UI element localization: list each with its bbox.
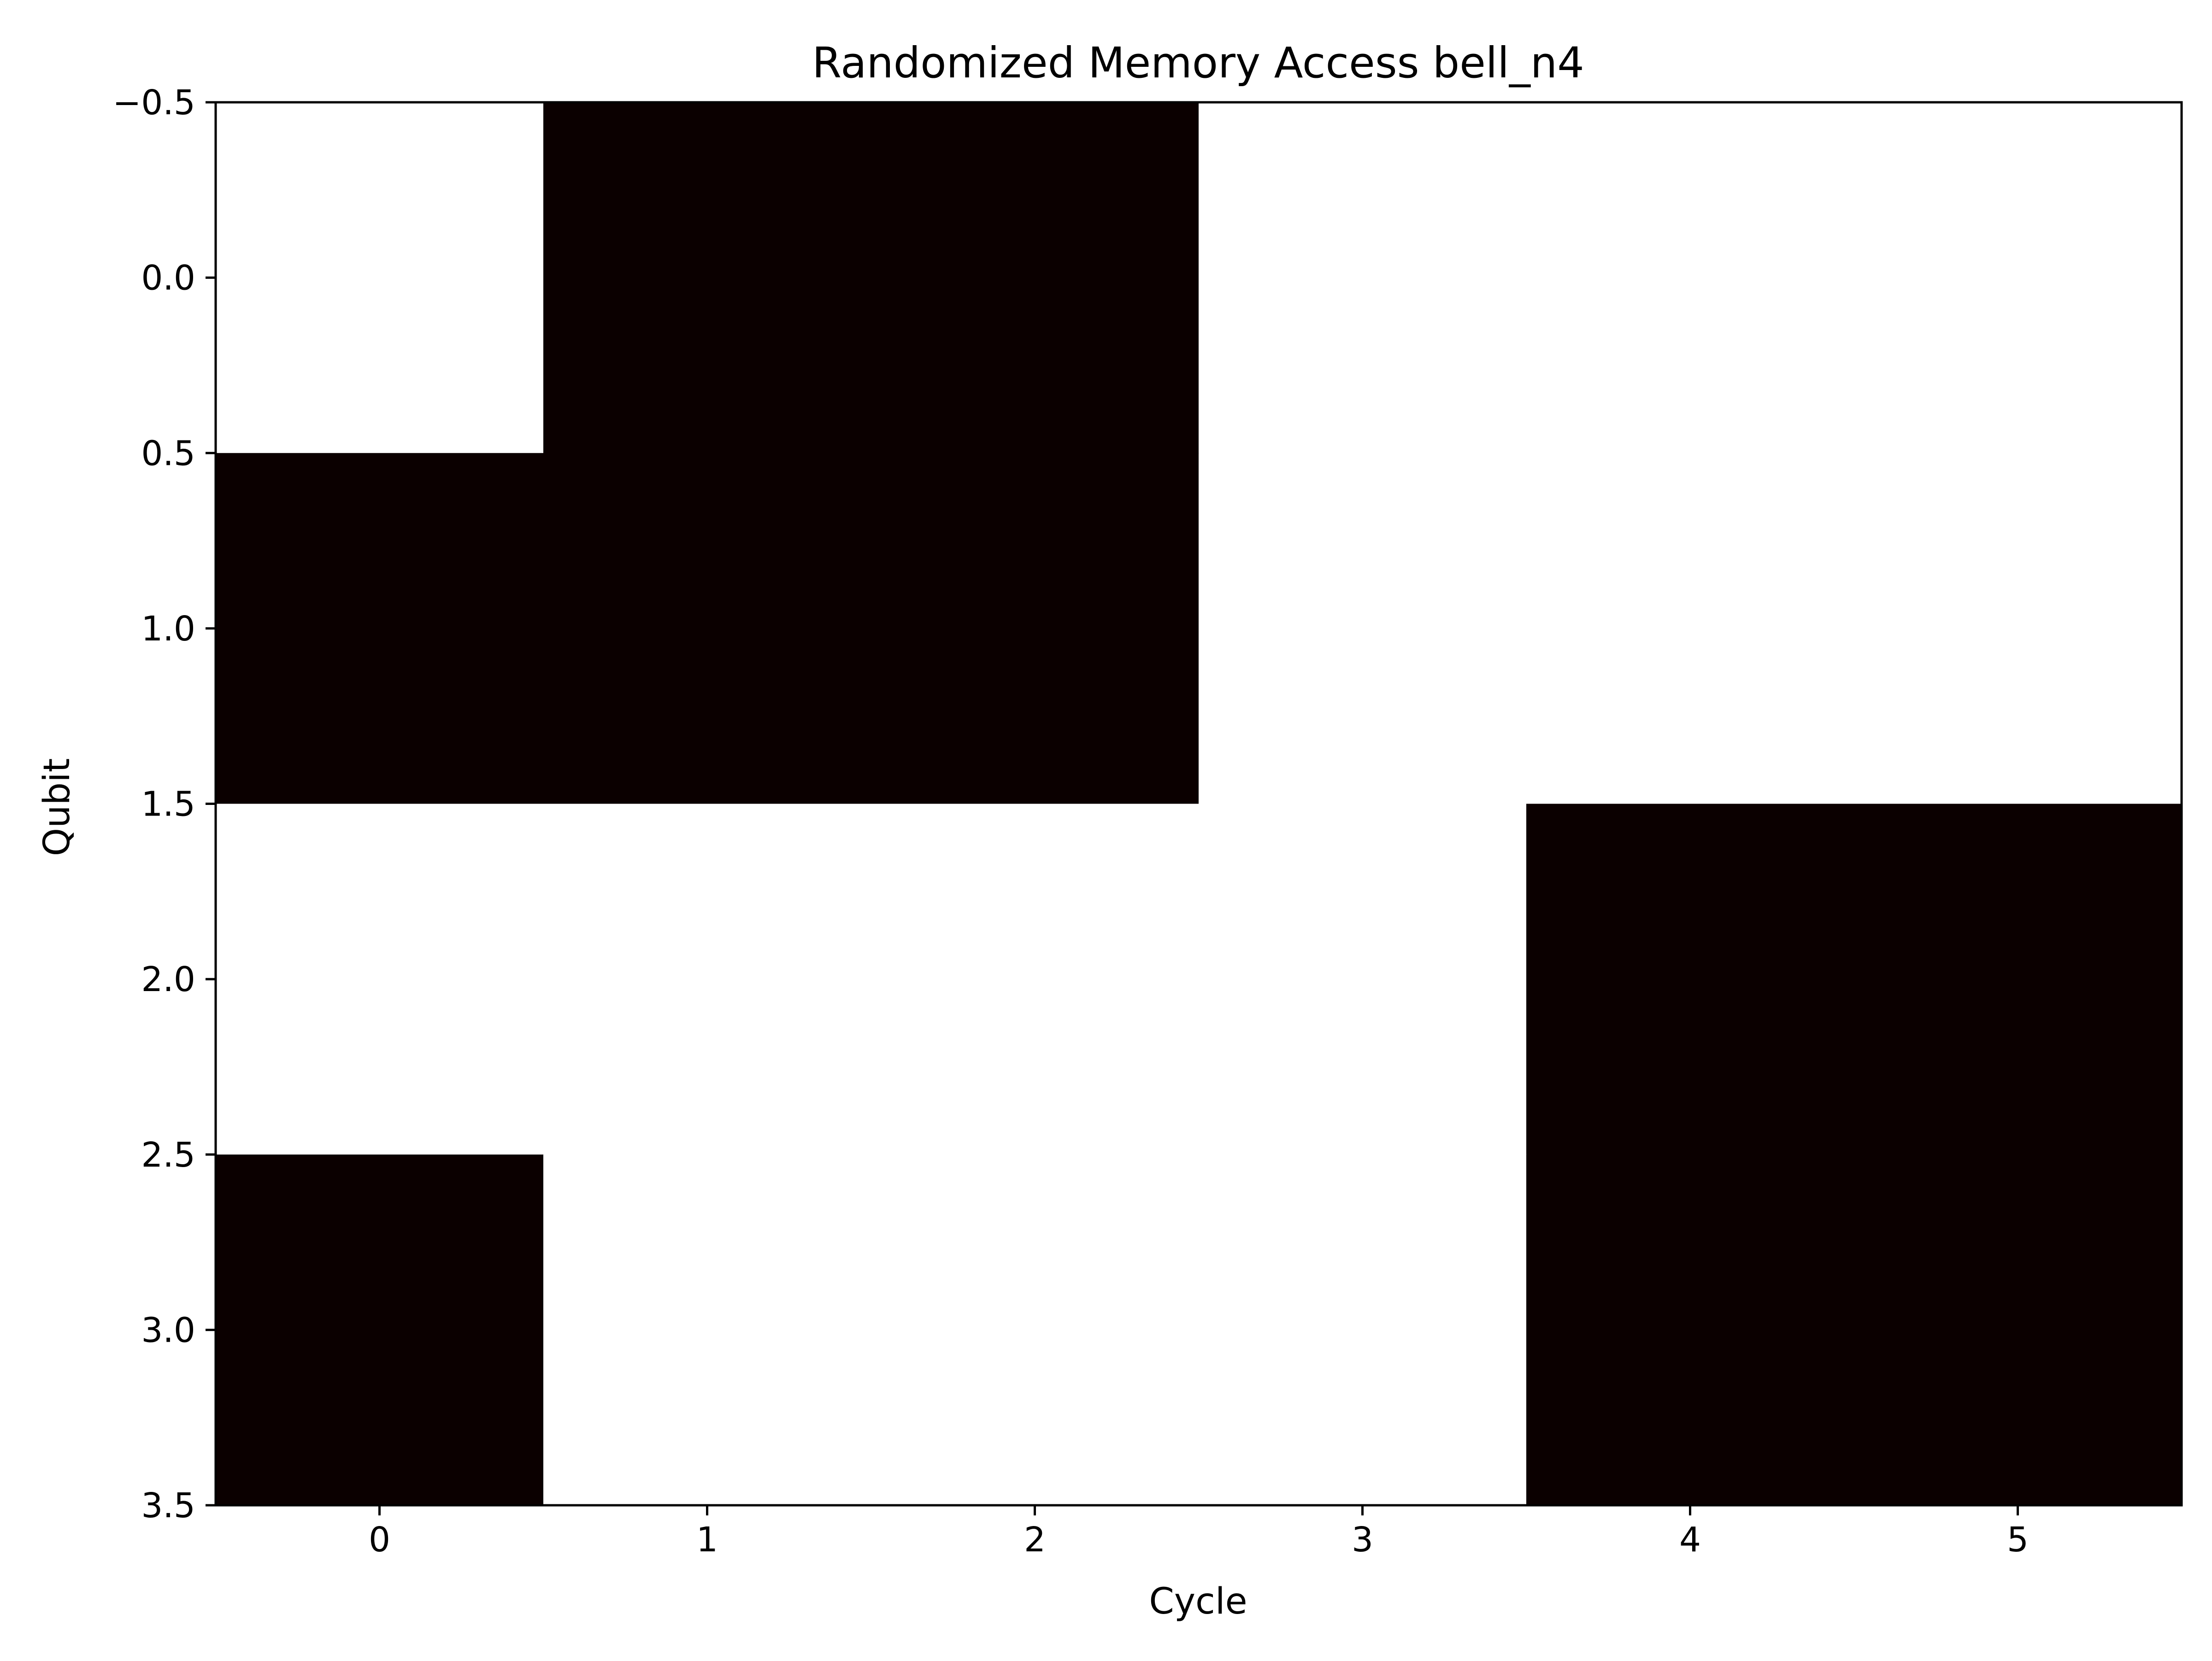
heatmap-cell (1199, 453, 1527, 804)
heatmap-cell (1199, 804, 1527, 1155)
heatmap-cell (1854, 1154, 2182, 1506)
y-tick-label: 2.0 (141, 960, 195, 999)
x-tick-label: 5 (2007, 1520, 2029, 1560)
heatmap-cell (871, 102, 1199, 453)
y-tick-label: 0.5 (141, 434, 195, 473)
heatmap-cell (1526, 1154, 1854, 1506)
x-axis-label: Cycle (1149, 1581, 1247, 1622)
heatmap-cell (543, 102, 871, 453)
x-tick-label: 2 (1024, 1520, 1046, 1560)
chart-title: Randomized Memory Access bell_n4 (812, 38, 1584, 88)
heatmap-cell (216, 804, 544, 1155)
heatmap-cell (1526, 804, 1854, 1155)
heatmap-cell (1526, 102, 1854, 453)
x-tick-label: 3 (1352, 1520, 1373, 1560)
heatmap-cell (216, 453, 544, 804)
heatmap-cell (216, 102, 544, 453)
heatmap-cell (1854, 453, 2182, 804)
y-tick-label: 1.0 (141, 609, 195, 649)
heatmap-cell (871, 453, 1199, 804)
heatmap-cell (543, 453, 871, 804)
y-tick-label: 2.5 (141, 1135, 195, 1175)
heatmap-cell (543, 1154, 871, 1506)
y-tick-label: −0.5 (112, 83, 195, 123)
y-tick-label: 3.5 (141, 1486, 195, 1526)
heatmap-cells (216, 102, 2182, 1506)
heatmap-cell (1854, 102, 2182, 453)
heatmap-cell (1526, 453, 1854, 804)
heatmap-cell (1854, 804, 2182, 1155)
x-axis-ticks: 0 1 2 3 4 5 (369, 1505, 2029, 1560)
heatmap-cell (871, 1154, 1199, 1506)
x-tick-label: 0 (369, 1520, 390, 1560)
y-axis-label: Qubit (36, 758, 78, 857)
x-tick-label: 1 (696, 1520, 718, 1560)
heatmap-cell (1199, 1154, 1527, 1506)
heatmap-cell (216, 1154, 544, 1506)
heatmap-cell (543, 804, 871, 1155)
heatmap-cell (1199, 102, 1527, 453)
x-tick-label: 4 (1679, 1520, 1701, 1560)
y-axis-ticks: −0.5 0.0 0.5 1.0 1.5 2.0 2.5 3.0 3.5 (112, 83, 216, 1526)
heatmap-cell (871, 804, 1199, 1155)
y-tick-label: 3.0 (141, 1310, 195, 1350)
y-tick-label: 1.5 (141, 785, 195, 824)
y-tick-label: 0.0 (141, 258, 195, 298)
